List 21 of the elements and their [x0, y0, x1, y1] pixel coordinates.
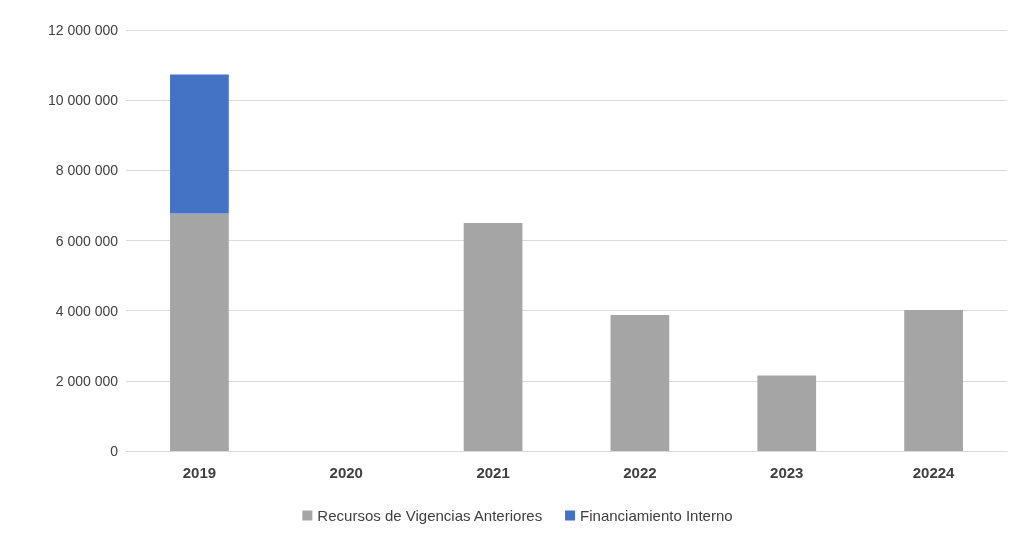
x-tick-label: 2023: [770, 464, 804, 481]
x-tick-label: 2021: [476, 464, 510, 481]
x-tick-label: 20224: [912, 464, 956, 481]
y-tick-label: 4 000 000: [55, 302, 119, 319]
y-tick-label: 6 000 000: [55, 232, 119, 249]
y-tick-label: 10 000 000: [47, 92, 119, 109]
bar: [463, 222, 523, 451]
bar: [170, 213, 229, 451]
x-tick-label: 2019: [182, 464, 217, 481]
bar: [757, 375, 817, 451]
y-tick-label: 0: [110, 443, 119, 459]
legend-label: Financiamiento Interno: [580, 507, 733, 524]
bar: [904, 309, 963, 451]
y-tick-label: 12 000 000: [47, 22, 119, 38]
legend-label: Recursos de Vigencias Anteriores: [317, 507, 543, 524]
y-tick-label: 8 000 000: [55, 162, 119, 179]
bar: [610, 314, 670, 451]
y-tick-label: 2 000 000: [55, 372, 119, 389]
bar: [170, 74, 229, 214]
x-tick-label: 2022: [623, 464, 657, 481]
x-tick-label: 2020: [329, 464, 363, 481]
